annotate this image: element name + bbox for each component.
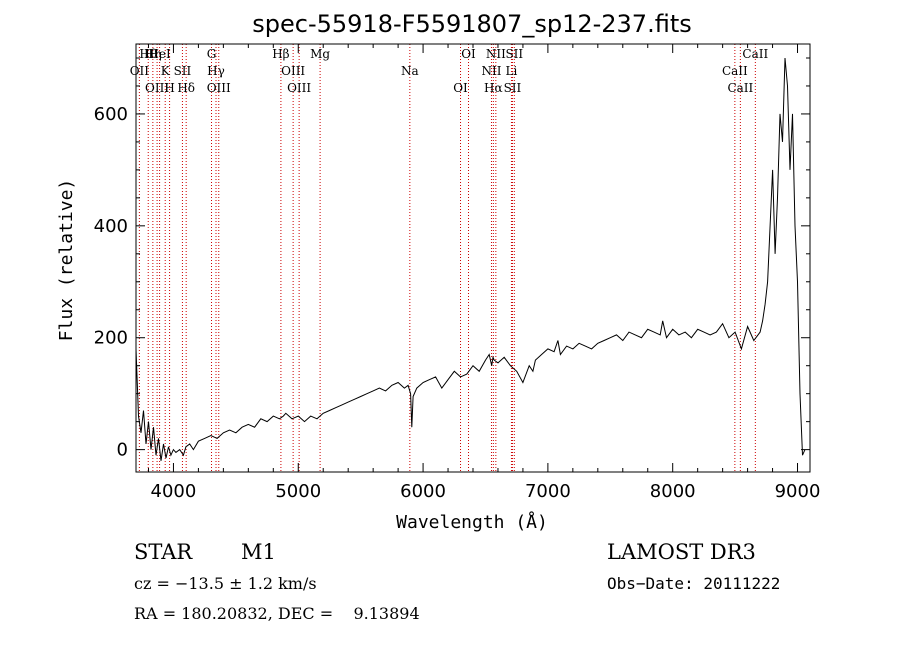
marker-label-14: OIII (287, 81, 311, 95)
marker-label-20: Hα (484, 81, 503, 95)
marker-label-8: Hδ (177, 81, 195, 95)
coordinates: RA = 180.20832, DEC = 9.13894 (134, 604, 420, 623)
marker-label-5: H (164, 81, 174, 95)
survey-name: LAMOST DR3 (607, 540, 756, 564)
x-axis-label: Wavelength (Å) (396, 511, 548, 533)
marker-label-27: CaII (742, 47, 768, 61)
marker-label-11: OIII (207, 81, 231, 95)
y-axis-label: Flux (relative) (56, 179, 77, 342)
x-tick-label-8000: 8000 (650, 481, 696, 502)
marker-label-18: OI (461, 47, 476, 61)
y-tick-label-600: 600 (94, 104, 128, 125)
marker-label-12: Hβ (272, 47, 289, 61)
marker-label-22: Li (506, 64, 518, 78)
series-layer (135, 57, 806, 461)
y-axis: 0 200 400 600 (94, 57, 810, 461)
obs-date: Obs−Date: 20111222 (607, 574, 781, 593)
marker-label-0: Hθ (139, 47, 157, 61)
redshift-text: cz = −13.5 ± 1.2 km/s (134, 574, 317, 593)
x-tick-label-7000: 7000 (525, 481, 571, 502)
y-tick-label-0: 0 (117, 440, 128, 461)
x-tick-label-6000: 6000 (400, 481, 446, 502)
x-axis: 4000 5000 6000 7000 8000 9000 (147, 44, 821, 502)
emission-line-labels: Hθ OII OIII HeI KH Hη SII Hδ G Hγ OIII Hβ OIII OIII Mg… (130, 47, 769, 95)
object-subclass: M1 (241, 540, 276, 564)
plot-frame (135, 43, 811, 473)
marker-label-17: OI (453, 81, 468, 95)
marker-label-15: Mg (310, 47, 330, 61)
y-tick-label-400: 400 (94, 216, 128, 237)
marker-label-2: OIII (145, 81, 169, 95)
y-tick-label-200: 200 (94, 328, 128, 349)
marker-label-1: OII (130, 64, 150, 78)
marker-label-4: K (161, 64, 171, 78)
x-tick-label-4000: 4000 (151, 481, 197, 502)
marker-label-23: SII (504, 81, 522, 95)
marker-label-13: OIII (281, 64, 305, 78)
x-tick-label-5000: 5000 (275, 481, 321, 502)
x-tick-label-9000: 9000 (775, 481, 821, 502)
marker-label-10: Hγ (207, 64, 225, 78)
object-class: STAR (134, 540, 193, 564)
marker-label-19: NII (481, 64, 501, 78)
marker-label-6: Hη (144, 47, 162, 61)
marker-label-24: SII (505, 47, 523, 61)
marker-label-21: NII (486, 47, 506, 61)
series-line-flux (135, 57, 806, 461)
marker-label-25: CaII (722, 64, 748, 78)
marker-label-16: Na (401, 64, 419, 78)
chart-title: spec-55918-F5591807_sp12-237.fits (252, 10, 691, 38)
emission-line-markers (138, 44, 756, 472)
marker-label-7: SII (174, 64, 192, 78)
marker-label-9: G (207, 47, 217, 61)
marker-label-26: CaII (727, 81, 753, 95)
marker-label-3: HeI (148, 47, 171, 61)
